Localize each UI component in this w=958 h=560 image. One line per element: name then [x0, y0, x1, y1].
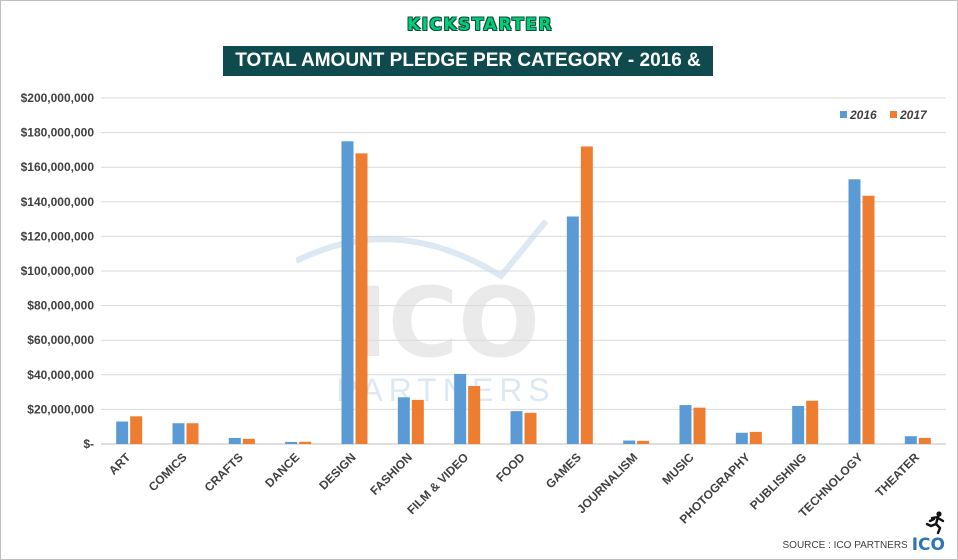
- bar-2017-photography: [749, 431, 762, 444]
- bar-2017-art: [130, 416, 143, 444]
- x-tick-label: GAMES: [543, 450, 584, 491]
- y-tick-label: $80,000,000: [27, 299, 94, 313]
- ico-partners-watermark: ICO PARTNERS: [296, 219, 555, 408]
- chart-title: TOTAL AMOUNT PLEDGE PER CATEGORY - 2016 …: [223, 46, 713, 101]
- watermark-main: ICO: [352, 267, 540, 379]
- x-tick-label: JOURNALISM: [574, 450, 640, 516]
- bar-2017-fashion: [411, 399, 424, 444]
- kickstarter-logo: KICKSTARTER: [407, 15, 553, 35]
- legend-swatch-2016: [840, 111, 847, 118]
- x-tick-label: ART: [106, 450, 134, 478]
- bar-2017-crafts: [242, 438, 255, 444]
- x-tick-label: FOOD: [493, 450, 528, 485]
- y-tick-label: $20,000,000: [27, 402, 94, 416]
- bar-2016-games: [566, 216, 579, 444]
- bar-2016-theater: [904, 436, 917, 444]
- legend-label-2017: 2017: [899, 108, 928, 122]
- x-tick-label: DESIGN: [316, 450, 358, 492]
- bar-2017-games: [580, 146, 593, 444]
- bar-2017-music: [693, 407, 706, 444]
- bar-2016-publishing: [792, 405, 805, 444]
- bar-2017-technology: [862, 195, 875, 444]
- x-tick-label: CRAFTS: [202, 450, 246, 494]
- bar-2016-design: [341, 141, 354, 444]
- bar-2017-dance: [299, 441, 312, 444]
- x-tick-label: THEATER: [873, 450, 923, 500]
- x-tick-label: FASHION: [367, 450, 415, 498]
- bar-2017-food: [524, 412, 537, 444]
- source-text: SOURCE : ICO PARTNERS: [782, 539, 908, 551]
- bar-2016-fashion: [397, 397, 410, 444]
- bar-2016-food: [510, 411, 523, 444]
- bar-2016-crafts: [228, 437, 241, 444]
- y-tick-label: $200,000,000: [21, 91, 95, 105]
- bar-2016-art: [116, 421, 129, 444]
- y-tick-label: $100,000,000: [21, 264, 95, 278]
- bar-2017-design: [355, 153, 368, 445]
- x-tick-label: DANCE: [262, 450, 302, 490]
- bar-2016-journalism: [623, 440, 636, 444]
- y-tick-label: $120,000,000: [21, 229, 95, 243]
- bar-2017-journalism: [637, 440, 650, 444]
- bar-2016-technology: [848, 179, 861, 444]
- bar-2017-film-video: [468, 386, 481, 444]
- y-tick-label: $40,000,000: [27, 368, 94, 382]
- bar-2017-publishing: [806, 400, 819, 444]
- ico-logo: ICO: [911, 535, 945, 555]
- bar-2016-comics: [172, 423, 185, 444]
- x-tick-label: COMICS: [146, 450, 190, 494]
- y-tick-label: $60,000,000: [27, 333, 94, 347]
- y-tick-label: $-: [83, 437, 94, 451]
- legend-swatch-2017: [890, 111, 897, 118]
- y-tick-label: $160,000,000: [21, 160, 95, 174]
- bar-2016-film-video: [454, 373, 467, 444]
- bar-2016-music: [679, 405, 692, 444]
- legend-label-2016: 2016: [849, 108, 877, 122]
- x-tick-label: MUSIC: [659, 450, 696, 487]
- y-tick-label: $140,000,000: [21, 195, 95, 209]
- bar-2017-theater: [918, 437, 931, 444]
- x-tick-label: PUBLISHING: [747, 450, 809, 512]
- runner-icon: [925, 511, 945, 535]
- y-tick-label: $180,000,000: [21, 126, 95, 140]
- bar-2016-dance: [285, 441, 298, 444]
- source-footer: SOURCE : ICO PARTNERS ICO: [783, 535, 945, 555]
- watermark-sub: PARTNERS: [336, 372, 555, 408]
- bar-2016-photography: [735, 432, 748, 444]
- bar-2017-comics: [186, 423, 199, 444]
